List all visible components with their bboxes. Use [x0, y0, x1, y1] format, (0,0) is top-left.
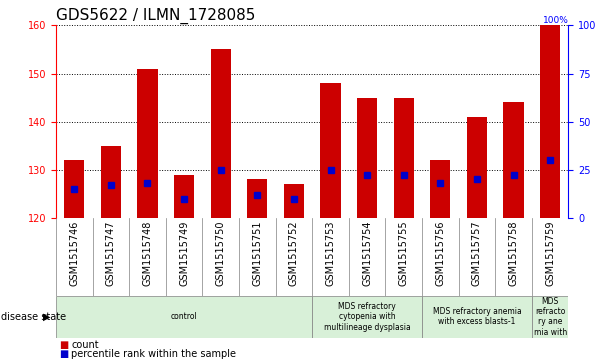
Bar — [430, 160, 451, 218]
Text: GSM1515747: GSM1515747 — [106, 220, 116, 286]
Bar — [313, 296, 422, 338]
Bar — [532, 296, 568, 338]
Text: MDS
refracto
ry ane
mia with: MDS refracto ry ane mia with — [534, 297, 567, 337]
Text: GSM1515749: GSM1515749 — [179, 220, 189, 286]
Text: control: control — [171, 312, 198, 321]
Bar — [174, 175, 194, 218]
Text: GSM1515746: GSM1515746 — [69, 220, 79, 286]
Bar — [101, 146, 121, 218]
Bar — [284, 184, 304, 218]
Text: GSM1515759: GSM1515759 — [545, 220, 555, 286]
Bar — [64, 160, 85, 218]
Text: GSM1515750: GSM1515750 — [216, 220, 226, 286]
Bar — [56, 296, 312, 338]
Text: GSM1515755: GSM1515755 — [399, 220, 409, 286]
Text: GSM1515754: GSM1515754 — [362, 220, 372, 286]
Text: GSM1515758: GSM1515758 — [508, 220, 519, 286]
Bar — [210, 49, 231, 218]
Bar — [422, 296, 532, 338]
Text: GSM1515751: GSM1515751 — [252, 220, 262, 286]
Text: percentile rank within the sample: percentile rank within the sample — [71, 349, 236, 359]
Bar — [503, 102, 523, 218]
Text: 100%: 100% — [542, 16, 568, 25]
Text: GSM1515753: GSM1515753 — [325, 220, 336, 286]
Bar — [540, 25, 560, 218]
Text: ■: ■ — [59, 349, 68, 359]
Text: GSM1515752: GSM1515752 — [289, 220, 299, 286]
Bar — [467, 117, 487, 218]
Bar — [393, 98, 414, 218]
Text: GSM1515756: GSM1515756 — [435, 220, 445, 286]
Text: count: count — [71, 340, 98, 350]
Text: GSM1515757: GSM1515757 — [472, 220, 482, 286]
Text: disease state: disease state — [1, 312, 66, 322]
Text: ▶: ▶ — [43, 312, 50, 322]
Text: GDS5622 / ILMN_1728085: GDS5622 / ILMN_1728085 — [56, 8, 255, 24]
Text: MDS refractory anemia
with excess blasts-1: MDS refractory anemia with excess blasts… — [432, 307, 521, 326]
Bar — [357, 98, 377, 218]
Text: ■: ■ — [59, 340, 68, 350]
Text: GSM1515748: GSM1515748 — [142, 220, 153, 286]
Bar — [320, 83, 340, 218]
Text: MDS refractory
cytopenia with
multilineage dysplasia: MDS refractory cytopenia with multilinea… — [323, 302, 410, 332]
Bar — [247, 179, 268, 218]
Bar — [137, 69, 157, 218]
